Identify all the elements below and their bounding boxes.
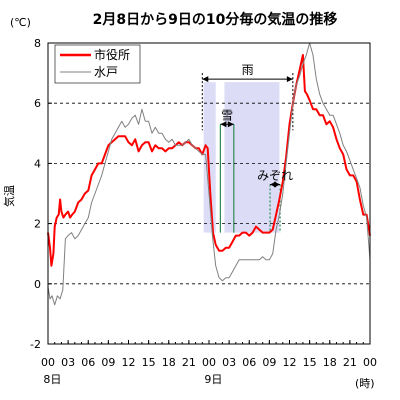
- x-tick-label: 09: [262, 356, 276, 369]
- x-tick-label: 00: [41, 356, 55, 369]
- x-axis-unit: (時): [355, 377, 375, 390]
- annotation-arrowhead: [274, 181, 281, 188]
- y-axis-unit: (℃): [10, 16, 31, 29]
- axes: -2 0 2 4 6 8 00 03 06 09 12 15 18 21 00 03 06 09 12 15 18 21 0…: [30, 37, 377, 386]
- annotation-arrowhead: [202, 76, 209, 83]
- x-tick-label: 15: [142, 356, 156, 369]
- shaded-period: [203, 82, 216, 233]
- annotation-label: みぞれ: [257, 168, 293, 182]
- shaded-period: [224, 82, 280, 233]
- precipitation-shading: [201, 73, 294, 233]
- x-tick-label: 18: [162, 356, 176, 369]
- y-tick-label: 4: [34, 157, 41, 170]
- x-tick-label: 03: [222, 356, 236, 369]
- y-tick-label: 2: [34, 218, 41, 231]
- day-label: 9日: [204, 373, 222, 386]
- x-tick-label: 18: [323, 356, 337, 369]
- y-tick-label: 6: [34, 97, 41, 110]
- x-tick-label: 12: [283, 356, 297, 369]
- legend-label: 水戸: [94, 65, 118, 79]
- legend-box: [54, 44, 141, 84]
- chart-title: 2月8日から9日の10分毎の気温の推移: [93, 11, 338, 28]
- x-tick-label: 21: [343, 356, 357, 369]
- annotation-label: 雨: [242, 63, 254, 77]
- y-tick-label: 0: [34, 278, 41, 291]
- x-tick-label: 00: [363, 356, 377, 369]
- day-label: 8日: [43, 373, 61, 386]
- annotation-label: 雪: [221, 108, 233, 122]
- annotation-arrowhead: [227, 121, 234, 128]
- x-tick-label: 03: [61, 356, 75, 369]
- annotation-arrowhead: [286, 76, 293, 83]
- x-tick-label: 21: [182, 356, 196, 369]
- x-tick-label: 09: [101, 356, 115, 369]
- y-axis-label: 気温: [2, 185, 16, 207]
- legend-label: 市役所: [94, 47, 130, 62]
- y-tick-label: 8: [34, 37, 41, 50]
- series-lines: [47, 42, 371, 306]
- x-tick-label: 06: [81, 356, 95, 369]
- x-tick-label: 15: [303, 356, 317, 369]
- x-tick-label: 12: [122, 356, 136, 369]
- annotation-arrowhead: [220, 121, 227, 128]
- x-tick-label: 06: [242, 356, 256, 369]
- series-line: [47, 42, 371, 306]
- x-tick-label: 00: [202, 356, 216, 369]
- y-tick-label: -2: [30, 338, 41, 351]
